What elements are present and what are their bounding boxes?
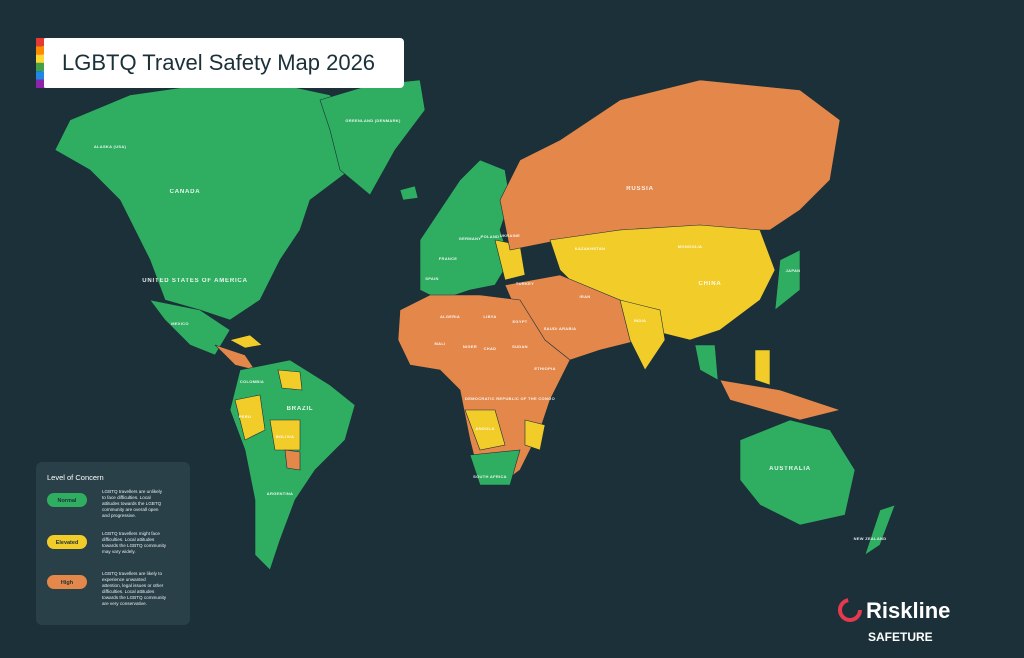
title: LGBTQ Travel Safety Map 2026 xyxy=(62,50,375,75)
legend-description: and progressive. xyxy=(102,513,136,518)
country-label: EGYPT xyxy=(512,319,527,324)
landmasses xyxy=(54,79,896,571)
country-label: JAPAN xyxy=(786,268,801,273)
legend-description: community are overall open xyxy=(102,507,159,512)
country-labels: ALASKA (USA) CANADA GREENLAND (DENMARK) UNI… xyxy=(94,118,887,541)
legend: Level of Concern Normal LGBTQ travellers … xyxy=(36,462,190,625)
country-label: FRANCE xyxy=(439,256,457,261)
country-label: NIGER xyxy=(463,344,477,349)
country-label: GERMANY xyxy=(459,236,482,241)
country-label: ETHIOPIA xyxy=(534,366,555,371)
legend-label: High xyxy=(61,580,74,586)
country-label: LIBYA xyxy=(483,314,496,319)
title-box: LGBTQ Travel Safety Map 2026 xyxy=(36,38,404,88)
country-label: KAZAKHSTAN xyxy=(575,246,605,251)
legend-description: difficulties. Local attitudes xyxy=(102,589,155,594)
legend-description: towards the LGBTQ community xyxy=(102,595,167,600)
country-label: SOUTH AFRICA xyxy=(473,474,507,479)
legend-description: LGBTQ travellers are unlikely xyxy=(102,489,163,494)
legend-swatch xyxy=(47,535,87,549)
legend-description: attention, legal issues or other xyxy=(102,583,164,588)
legend-description: LGBTQ travellers might face xyxy=(102,531,160,536)
country-label: MONGOLIA xyxy=(678,244,702,249)
country-label: RUSSIA xyxy=(626,186,653,192)
country-label: ARGENTINA xyxy=(267,491,293,496)
legend-title: Level of Concern xyxy=(47,473,104,482)
country-label: SUDAN xyxy=(512,344,528,349)
country-label: CHAD xyxy=(484,346,497,351)
country-label: CHINA xyxy=(699,281,722,287)
legend-swatch xyxy=(47,493,87,507)
country-label: AUSTRALIA xyxy=(769,466,811,472)
legend-description: experience unwanted xyxy=(102,577,146,582)
country-label: UKRAINE xyxy=(500,233,520,238)
country-label: SAUDI ARABIA xyxy=(544,326,577,331)
legend-description: to face difficulties. Local xyxy=(102,495,151,500)
legend-label: Normal xyxy=(58,498,77,504)
country-label: IRAN xyxy=(580,294,591,299)
country-label: SPAIN xyxy=(425,276,438,281)
legend-description: may vary widely. xyxy=(102,549,136,554)
country-label: ALASKA (USA) xyxy=(94,144,127,149)
country-label: MEXICO xyxy=(171,321,189,326)
country-label: CANADA xyxy=(170,189,201,195)
country-label: BOLIVIA xyxy=(276,434,294,439)
country-label: NEW ZEALAND xyxy=(854,536,887,541)
legend-description: difficulties. Local attitudes xyxy=(102,537,155,542)
country-label: COLOMBIA xyxy=(240,379,264,384)
brand-name: Riskline xyxy=(866,598,950,623)
legend-description: are very conservative. xyxy=(102,601,147,606)
country-label: MALI xyxy=(435,341,446,346)
country-label: PERU xyxy=(239,414,251,419)
country-label: ANGOLA xyxy=(475,426,494,431)
country-label: POLAND xyxy=(481,234,500,239)
legend-label: Elevated xyxy=(56,540,79,546)
legend-swatch xyxy=(47,575,87,589)
legend-description: towards the LGBTQ community xyxy=(102,543,167,548)
country-label: GREENLAND (DENMARK) xyxy=(345,118,401,123)
country-label: UNITED STATES OF AMERICA xyxy=(142,278,247,284)
brand: Riskline SAFETURE xyxy=(838,598,950,644)
legend-description: LGBTQ travellers are likely to xyxy=(102,571,162,576)
country-label: INDIA xyxy=(634,318,646,323)
country-label: ALGERIA xyxy=(440,314,460,319)
country-label: TURKEY xyxy=(516,281,534,286)
brand-partner: SAFETURE xyxy=(868,630,933,644)
country-label: DEMOCRATIC REPUBLIC OF THE CONGO xyxy=(465,396,555,401)
country-label: BRAZIL xyxy=(287,406,314,412)
legend-description: attitudes towards the LGBTQ xyxy=(102,501,162,506)
